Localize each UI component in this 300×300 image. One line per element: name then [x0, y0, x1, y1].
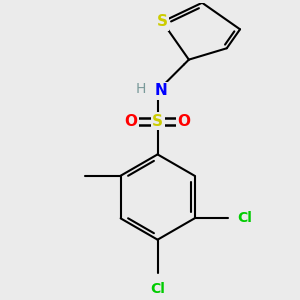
Text: H: H [135, 82, 146, 96]
Text: Cl: Cl [237, 212, 252, 225]
Text: S: S [157, 14, 168, 29]
Text: O: O [178, 114, 190, 129]
Text: Cl: Cl [150, 282, 165, 296]
Text: S: S [152, 114, 163, 129]
Text: N: N [155, 83, 168, 98]
Text: O: O [124, 114, 137, 129]
